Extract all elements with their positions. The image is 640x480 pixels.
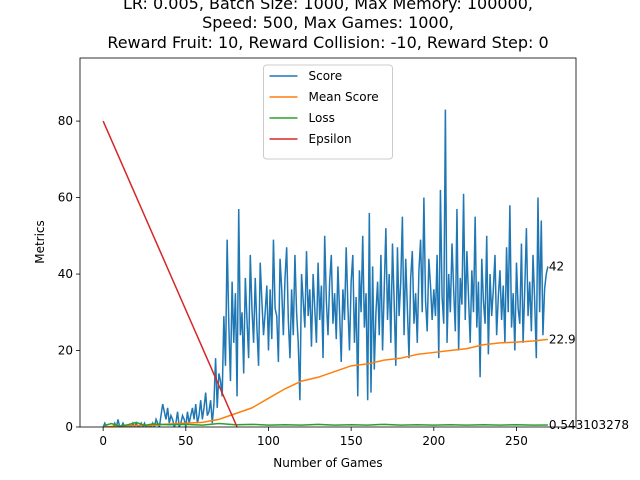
annotation: 22.9	[549, 332, 576, 346]
annotation: 42	[549, 259, 564, 273]
series-line	[102, 421, 548, 427]
legend-label: Score	[309, 69, 343, 83]
series-line	[102, 109, 549, 427]
plot-frame	[79, 57, 577, 428]
x-tick-label: 0	[99, 434, 107, 448]
legend-box	[263, 64, 393, 160]
chart-title: LR: 0.005, Batch Size: 1000, Max Memory:…	[123, 0, 533, 13]
series-line	[103, 338, 548, 427]
x-tick-label: 100	[257, 434, 280, 448]
y-axis-label: Metrics	[33, 220, 47, 264]
legend-label: Mean Score	[309, 90, 379, 104]
annotation: 0.543103278	[549, 418, 629, 432]
x-tick-label: 200	[422, 434, 445, 448]
chart-title: Speed: 500, Max Games: 1000,	[202, 13, 454, 32]
y-tick-label: 0	[65, 420, 73, 434]
chart-title: Reward Fruit: 10, Reward Collision: -10,…	[107, 33, 548, 52]
x-tick-label: 50	[178, 434, 193, 448]
x-axis-label: Number of Games	[273, 456, 382, 470]
y-tick-label: 80	[58, 114, 73, 128]
y-tick-label: 20	[58, 344, 73, 358]
y-tick-label: 40	[58, 267, 73, 281]
x-tick-label: 250	[505, 434, 528, 448]
series-line	[102, 120, 238, 427]
y-tick-label: 60	[58, 191, 73, 205]
legend-label: Loss	[309, 111, 335, 125]
legend-label: Epsilon	[309, 132, 352, 146]
x-tick-label: 150	[340, 434, 363, 448]
